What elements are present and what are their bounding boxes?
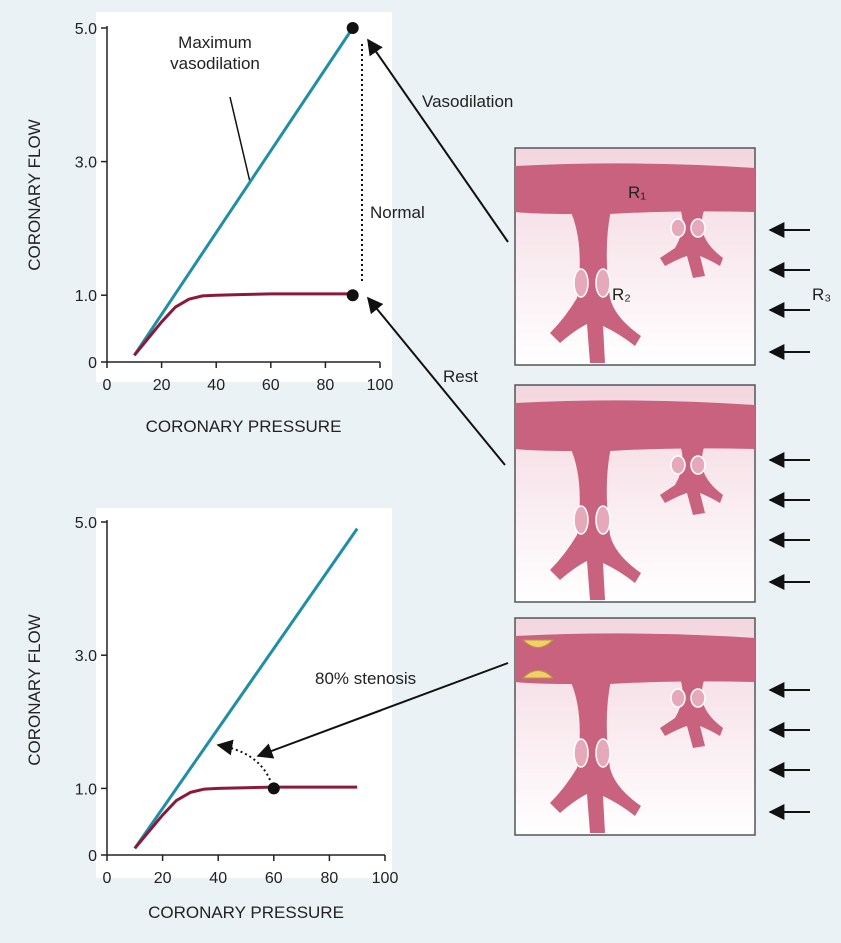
annotation-line: vasodilation (170, 54, 260, 73)
y-tick-label: 0 (88, 848, 97, 865)
leader-arrow (367, 38, 509, 243)
x-tick-label: 20 (154, 870, 172, 887)
y-tick-label: 3.0 (75, 648, 97, 665)
x-axis-title: CORONARY PRESSURE (146, 417, 342, 436)
plot-panel (96, 12, 392, 382)
y-tick-label: 5.0 (75, 21, 97, 38)
x-tick-label: 40 (207, 377, 225, 394)
data-line (133, 785, 358, 850)
r1-label: R₁ (628, 183, 646, 202)
x-tick-label: 60 (262, 377, 280, 394)
r3-label: R₃ (812, 285, 831, 304)
y-tick-label: 5.0 (75, 515, 97, 532)
leader-line (229, 96, 251, 183)
vasodilation-label: Vasodilation (422, 92, 513, 111)
leader-arrow (256, 662, 509, 759)
annotation-line: Maximum (178, 33, 252, 52)
y-axis-title: CORONARY FLOW (25, 614, 44, 765)
y-tick-label: 3.0 (75, 155, 97, 172)
data-point (346, 289, 359, 302)
x-tick-label: 80 (321, 870, 339, 887)
x-tick-label: 80 (317, 377, 335, 394)
x-tick-label: 100 (367, 377, 394, 394)
vessel-diagram (514, 147, 756, 366)
data-point (346, 22, 359, 34)
y-axis-title: CORONARY FLOW (25, 119, 44, 270)
x-tick-label: 0 (103, 870, 112, 887)
x-tick-label: 40 (209, 870, 227, 887)
stenosis-shift (216, 739, 271, 781)
y-tick-label: 1.0 (75, 781, 97, 798)
data-line (133, 27, 354, 357)
y-tick-label: 0 (88, 355, 97, 372)
r2-label: R₂ (612, 285, 631, 304)
vessel-diagram (514, 617, 756, 836)
x-axis-title: CORONARY PRESSURE (148, 903, 344, 922)
normal-label: Normal (370, 203, 425, 222)
x-tick-label: 100 (372, 870, 399, 887)
x-tick-label: 20 (153, 377, 171, 394)
series-annotation: Maximum vasodilation (170, 33, 260, 73)
data-line (133, 292, 353, 357)
vessel-diagram (514, 384, 756, 603)
x-tick-label: 0 (103, 377, 112, 394)
x-tick-label: 60 (265, 870, 283, 887)
y-tick-label: 1.0 (75, 288, 97, 305)
rest-label: Rest (443, 367, 478, 386)
stenosis-label: 80% stenosis (315, 669, 416, 688)
data-line (133, 527, 359, 850)
data-point (267, 782, 280, 795)
stenosis-plaque (521, 639, 555, 679)
leader-arrow (366, 296, 506, 466)
